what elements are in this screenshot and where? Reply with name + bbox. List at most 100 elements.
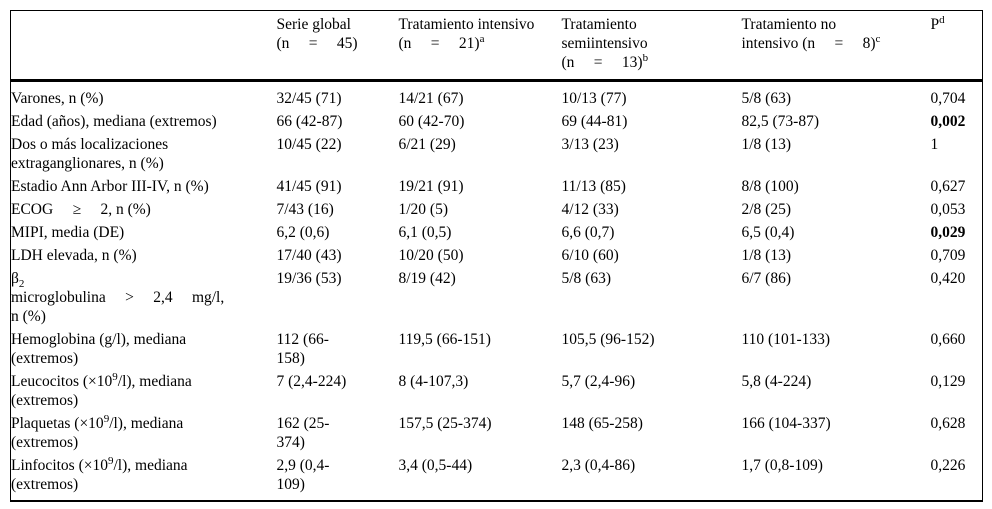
p-value-text: 1 <box>930 136 939 153</box>
value-cell: 32/45 (71) <box>277 81 399 111</box>
value-cell: 1/20 (5) <box>399 198 562 221</box>
value-cell: 6/7 (86) <box>742 267 931 328</box>
value-cell: 3/13 (23) <box>562 133 742 175</box>
value-text: 82,5 (73-87) <box>741 113 820 130</box>
value-text: 6,1 (0,5) <box>398 224 452 241</box>
value-text: 1/20 (5) <box>398 201 449 218</box>
value-text: 166 (104-337) <box>741 415 831 432</box>
value-text: 41/45 (91) <box>276 178 342 195</box>
value-text: 1/8 (13) <box>741 136 792 153</box>
value-text: 66 (42-87) <box>276 113 343 130</box>
table-row: Linfocitos (×109/l), mediana (extremos) 2… <box>11 454 983 501</box>
value-cell: 7/43 (16) <box>277 198 399 221</box>
value-cell: 8/8 (100) <box>742 175 931 198</box>
p-value-text: 0,709 <box>930 247 966 264</box>
value-cell: 66 (42-87) <box>277 110 399 133</box>
value-cell: 6/21 (29) <box>399 133 562 175</box>
value-text: 6,2 (0,6) <box>276 224 330 241</box>
value-text: 5,8 (4-224) <box>741 373 812 390</box>
value-text: 5/8 (63) <box>561 270 612 287</box>
row-label-text: /l), mediana (extremos) <box>11 457 188 493</box>
value-text: 11/13 (85) <box>561 178 626 195</box>
value-text: 6,6 (0,7) <box>561 224 615 241</box>
value-cell: 105,5 (96-152) <box>562 328 742 370</box>
value-cell: 10/45 (22) <box>277 133 399 175</box>
value-text: 157,5 (25-374) <box>398 415 492 432</box>
value-text: 1/8 (13) <box>741 247 792 264</box>
row-label-cell: LDH elevada, n (%) <box>11 244 277 267</box>
p-value-cell: 0,704 <box>931 81 983 111</box>
table-row: Dos o más localizaciones extraganglionar… <box>11 133 983 175</box>
p-value-text: 0,660 <box>930 331 966 348</box>
value-cell: 11/13 (85) <box>562 175 742 198</box>
value-text: 6/7 (86) <box>741 270 792 287</box>
p-value-text: 0,053 <box>930 201 966 218</box>
value-cell: 8 (4-107,3) <box>399 370 562 412</box>
value-text: 162 (25- 374) <box>276 415 330 451</box>
row-label-text: Plaquetas (×10 <box>11 415 104 432</box>
value-text: 6/21 (29) <box>398 136 456 153</box>
column-header-label: Tratamiento intensivo (n = 21) <box>398 16 535 52</box>
row-label-text: Varones, n (%) <box>11 90 104 107</box>
p-value-cell: 1 <box>931 133 983 175</box>
row-label-text: Edad (años), mediana (extremos) <box>11 113 217 130</box>
row-label-text: microglobulina > 2,4 mg/l, n (%) <box>11 289 225 325</box>
table-row: MIPI, media (DE) 6,2 (0,6) 6,1 (0,5) 6,6 (0… <box>11 221 983 244</box>
p-value-cell: 0,660 <box>931 328 983 370</box>
value-text: 112 (66- 158) <box>276 331 329 367</box>
row-label-text: Dos o más localizaciones extraganglionar… <box>11 136 169 172</box>
p-value-cell: 0,129 <box>931 370 983 412</box>
row-label-sup: 9 <box>103 412 110 425</box>
value-text: 10/13 (77) <box>561 90 627 107</box>
value-cell: 2,9 (0,4- 109) <box>277 454 399 501</box>
value-text: 4/12 (33) <box>561 201 619 218</box>
column-header-cell: Pd <box>930 10 983 82</box>
value-cell: 6,1 (0,5) <box>399 221 562 244</box>
row-label-cell: Plaquetas (×109/l), mediana (extremos) <box>11 412 277 454</box>
value-text: 19/36 (53) <box>276 270 342 287</box>
value-cell: 6,2 (0,6) <box>277 221 399 244</box>
value-text: 2,9 (0,4- 109) <box>276 457 330 493</box>
value-cell: 10/13 (77) <box>562 81 742 111</box>
p-value-cell: 0,002 <box>931 110 983 133</box>
p-value-cell: 0,420 <box>931 267 983 328</box>
value-cell: 5,7 (2,4-96) <box>562 370 742 412</box>
value-text: 148 (65-258) <box>561 415 643 432</box>
value-cell: 5/8 (63) <box>562 267 742 328</box>
row-label-sup: 9 <box>108 454 114 467</box>
value-text: 7 (2,4-224) <box>276 373 347 390</box>
row-label-sup: 9 <box>112 370 118 383</box>
value-text: 8 (4-107,3) <box>398 373 469 390</box>
value-text: 10/45 (22) <box>276 136 342 153</box>
value-cell: 3,4 (0,5-44) <box>399 454 562 501</box>
value-cell: 41/45 (91) <box>277 175 399 198</box>
value-cell: 166 (104-337) <box>742 412 931 454</box>
p-value-text: 0,129 <box>930 373 966 390</box>
table-body: Varones, n (%) 32/45 (71) 14/21 (67) 10/13 … <box>11 81 983 502</box>
table-row: Estadio Ann Arbor III-IV, n (%) 41/45 (91… <box>11 175 983 198</box>
value-text: 119,5 (66-151) <box>398 331 491 348</box>
value-cell: 4/12 (33) <box>562 198 742 221</box>
p-value-text: 0,420 <box>930 270 966 287</box>
value-cell: 2,3 (0,4-86) <box>562 454 742 501</box>
p-value-cell: 0,628 <box>931 412 983 454</box>
row-label-cell: Leucocitos (×109/l), mediana (extremos) <box>11 370 277 412</box>
value-cell: 1/8 (13) <box>742 133 931 175</box>
p-value-cell: 0,709 <box>931 244 983 267</box>
row-label-cell: β2 microglobulina > 2,4 mg/l, n (%) <box>11 267 277 328</box>
row-label-header-cell <box>10 10 277 82</box>
row-label-cell: Estadio Ann Arbor III-IV, n (%) <box>11 175 277 198</box>
value-cell: 8/19 (42) <box>399 267 562 328</box>
table-row: Varones, n (%) 32/45 (71) 14/21 (67) 10/13 … <box>11 81 983 111</box>
value-text: 17/40 (43) <box>276 247 342 264</box>
value-text: 5,7 (2,4-96) <box>561 373 636 390</box>
value-cell: 19/21 (91) <box>399 175 562 198</box>
footnote-marker: b <box>642 51 649 64</box>
value-text: 60 (42-70) <box>398 113 465 130</box>
row-label-text: β <box>11 270 19 287</box>
value-cell: 119,5 (66-151) <box>399 328 562 370</box>
value-cell: 7 (2,4-224) <box>277 370 399 412</box>
value-cell: 110 (101-133) <box>742 328 931 370</box>
p-value-cell: 0,627 <box>931 175 983 198</box>
value-cell: 1,7 (0,8-109) <box>742 454 931 501</box>
